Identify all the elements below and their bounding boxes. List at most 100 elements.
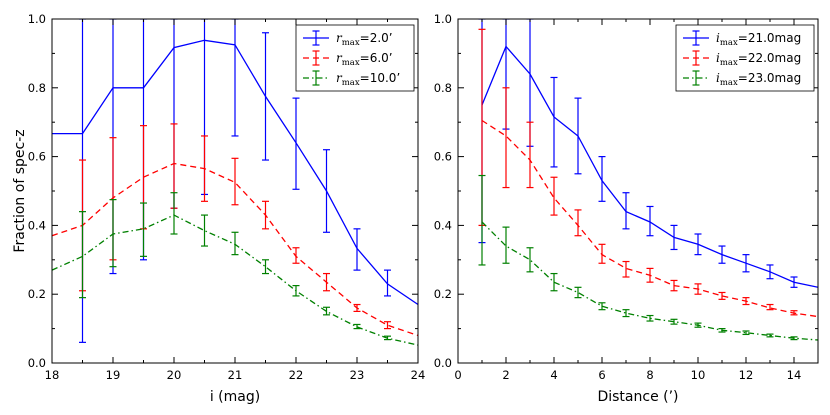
- error-bar: [478, 174, 486, 266]
- x-tick-label: 6: [598, 368, 605, 382]
- error-bar: [598, 243, 606, 264]
- error-bar: [646, 314, 654, 322]
- error-bar: [598, 302, 606, 311]
- error-bar: [742, 297, 750, 306]
- error-bar: [323, 272, 330, 292]
- x-tick-label: 22: [289, 368, 304, 382]
- error-bar: [790, 336, 798, 341]
- shared-ylabel: Fraction of spec-z: [12, 129, 28, 252]
- y-tick-label: 0.4: [434, 218, 452, 232]
- error-bar: [292, 285, 300, 297]
- y-tick-label: 1.0: [28, 12, 46, 26]
- legend-label: rmax=10.0’: [336, 71, 400, 88]
- y-tick-label: 0.0: [434, 356, 452, 370]
- legend-entry: imax=21.0mag: [683, 30, 801, 48]
- error-bar: [550, 76, 558, 168]
- error-bar: [670, 224, 678, 251]
- error-bar: [526, 247, 534, 273]
- error-bar: [550, 272, 558, 292]
- error-bar: [694, 322, 702, 328]
- x-tick-label: 23: [350, 368, 365, 382]
- y-tick-label: 0.4: [28, 218, 46, 232]
- error-bar: [384, 321, 391, 330]
- error-bar: [790, 310, 798, 316]
- error-bar: [646, 205, 654, 237]
- error-bar: [574, 97, 582, 175]
- y-tick-label: 0.6: [28, 150, 46, 164]
- legend-entry: imax=22.0mag: [683, 50, 801, 68]
- legend-label: rmax=2.0’: [336, 31, 393, 48]
- error-bar: [550, 176, 558, 216]
- error-bar: [526, 121, 534, 189]
- x-tick-label: 20: [167, 368, 182, 382]
- error-bar: [574, 209, 582, 237]
- x-tick-label: 2: [502, 368, 509, 382]
- legend: imax=21.0mag imax=22.0mag imax=23.0mag: [675, 24, 815, 92]
- error-bar: [292, 97, 300, 190]
- error-bar: [384, 335, 391, 341]
- y-tick-label: 0.8: [434, 81, 452, 95]
- error-bar: [231, 231, 239, 256]
- error-bar: [766, 264, 774, 280]
- error-bar: [353, 323, 361, 330]
- series-line: [481, 221, 818, 341]
- error-bar: [140, 202, 147, 257]
- error-bar: [694, 283, 702, 295]
- error-bar: [622, 260, 630, 278]
- x-axis-label: Distance (’): [597, 389, 678, 405]
- y-tick-label: 0.6: [434, 150, 452, 164]
- error-bar: [79, 211, 86, 299]
- x-tick-label: 21: [228, 368, 243, 382]
- error-bar: [622, 309, 630, 318]
- error-bar: [646, 267, 654, 283]
- error-bar: [670, 279, 678, 292]
- error-bar: [742, 254, 750, 273]
- y-tick-label: 0.8: [28, 81, 46, 95]
- x-tick-label: 24: [411, 368, 426, 382]
- error-bar: [670, 318, 678, 325]
- x-tick-label: 19: [106, 368, 121, 382]
- error-bar: [201, 135, 208, 202]
- error-bar: [262, 32, 269, 161]
- error-bar: [766, 303, 774, 311]
- error-bar: [718, 328, 726, 333]
- legend-label: imax=21.0mag: [716, 31, 801, 48]
- x-tick-label: 18: [45, 368, 60, 382]
- series-3: [52, 192, 418, 346]
- error-bar: [262, 200, 269, 230]
- error-bar: [231, 19, 239, 137]
- error-bar: [384, 269, 391, 297]
- legend-label: imax=22.0mag: [716, 51, 801, 68]
- legend-label: imax=23.0mag: [716, 71, 801, 88]
- error-bar: [109, 199, 117, 268]
- error-bar: [201, 214, 208, 247]
- error-bar: [742, 330, 750, 336]
- legend-entry: rmax=6.0’: [303, 50, 393, 68]
- error-bar: [718, 291, 726, 300]
- x-tick-label: 8: [646, 368, 653, 382]
- plot-area: [52, 19, 418, 346]
- x-axis-label: i (mag): [210, 389, 260, 405]
- legend-entry: rmax=10.0’: [303, 70, 400, 88]
- error-bar: [622, 192, 630, 230]
- left-panel: 18 19 20 21 22 23 24 0.0 0.2 0.4 0.6 0.8 1.0 i (mag) r…: [28, 12, 426, 405]
- error-bar: [694, 233, 702, 256]
- error-bar: [574, 286, 582, 299]
- error-bar: [502, 87, 510, 189]
- legend: rmax=2.0’ rmax=6.0’ rmax=10.0’: [295, 24, 415, 92]
- legend-entry: rmax=2.0’: [303, 30, 393, 48]
- error-bar: [323, 149, 330, 233]
- series-3: [478, 174, 818, 341]
- right-panel: 0 2 4 6 8 10 12 14 0.0 0.2 0.4 0.6 0.8 1.0 Distance (’…: [434, 12, 819, 405]
- error-bar: [502, 226, 510, 264]
- error-bar: [292, 247, 300, 264]
- error-bar: [766, 333, 774, 338]
- error-bar: [718, 245, 726, 264]
- x-tick-label: 4: [550, 368, 557, 382]
- error-bar: [353, 228, 361, 271]
- y-tick-label: 0.0: [28, 356, 46, 370]
- error-bar: [323, 306, 330, 316]
- legend-entry: imax=23.0mag: [683, 70, 801, 88]
- x-tick-label: 10: [691, 368, 706, 382]
